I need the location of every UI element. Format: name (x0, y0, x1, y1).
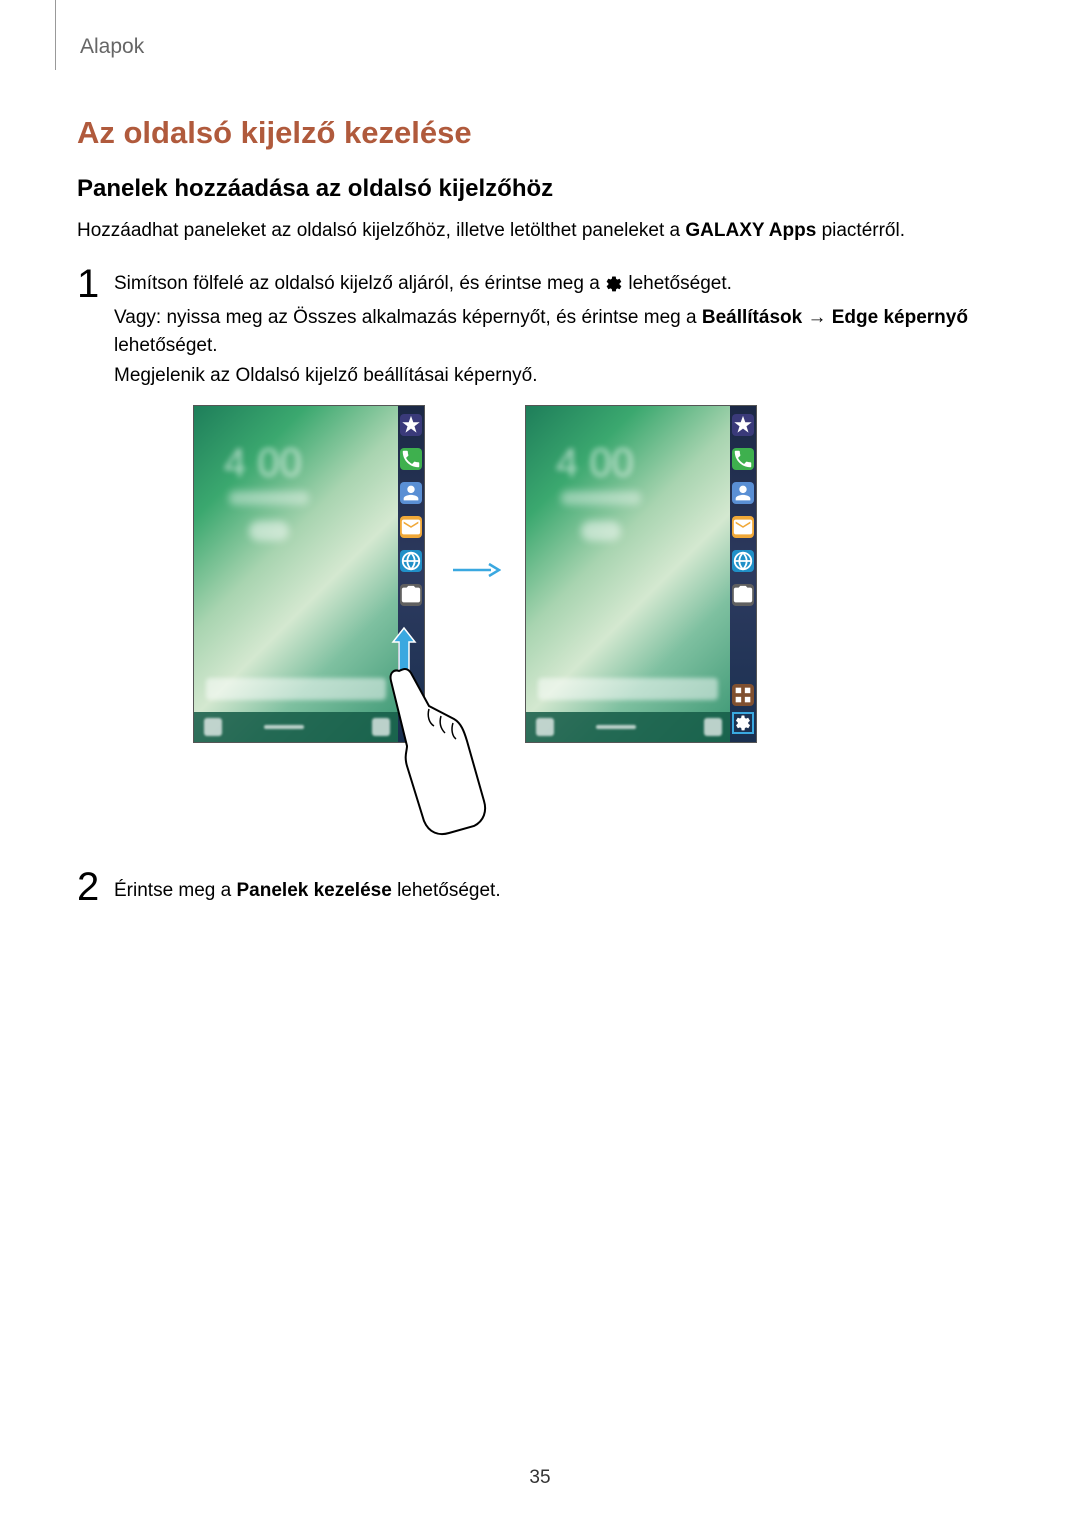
page-title: Az oldalsó kijelző kezelése (77, 115, 472, 151)
edge-panel-right (730, 406, 756, 742)
gear-highlight-box (732, 712, 754, 734)
edge-panel-icon (732, 584, 754, 606)
edge-panel-icon (400, 516, 422, 538)
gear-icon (734, 714, 752, 732)
phone-screenshot-left: 4 00 (193, 405, 425, 743)
transition-arrow-icon (451, 560, 501, 580)
nav-apps-icon (704, 718, 722, 736)
step1-line2-a: Vagy: nyissa meg az Összes alkalmazás ké… (114, 307, 702, 328)
step1-line1: Simítson fölfelé az oldalsó kijelző aljá… (114, 270, 994, 298)
step2-text-bold: Panelek kezelése (237, 880, 392, 901)
date-blur (561, 491, 641, 505)
bottom-nav (526, 712, 732, 742)
clock-display: 4 00 (224, 441, 302, 486)
intro-text-part2: piactérről. (816, 220, 905, 241)
edge-panel-icon (732, 684, 754, 706)
weather-blur (581, 521, 621, 541)
edge-panel-icon (400, 414, 422, 436)
breadcrumb-header: Alapok (80, 35, 144, 59)
step2-text-a: Érintse meg a (114, 880, 237, 901)
search-bar-blur (206, 678, 386, 700)
step-1-number: 1 (77, 262, 107, 307)
gear-icon (605, 275, 623, 293)
step1-text-b: lehetőséget. (623, 273, 732, 294)
bottom-nav (194, 712, 400, 742)
step-number-2: 2 (77, 865, 107, 910)
intro-bold-galaxy: GALAXY Apps (685, 220, 816, 241)
clock-display: 4 00 (556, 441, 634, 486)
edge-panel-icon (400, 482, 422, 504)
margin-line (55, 0, 56, 70)
step1-line2-bold: Beállítások → Edge képernyő (702, 307, 968, 328)
nav-dots (264, 725, 304, 729)
illustration-container: 4 00 4 00 (193, 405, 883, 840)
edge-panel-icon (732, 448, 754, 470)
search-bar-blur (538, 678, 718, 700)
edge-panel-icon (400, 550, 422, 572)
weather-blur (249, 521, 289, 541)
nav-phone-icon (204, 718, 222, 736)
date-blur (229, 491, 309, 505)
phone-screenshot-right: 4 00 (525, 405, 757, 743)
step1-line2-b: lehetőséget. (114, 335, 218, 356)
nav-phone-icon (536, 718, 554, 736)
intro-text-part1: Hozzáadhat paneleket az oldalsó kijelzőh… (77, 220, 685, 241)
nav-dots (596, 725, 636, 729)
edge-panel-icon (732, 414, 754, 436)
edge-panel-icon (732, 516, 754, 538)
step-number-1: 1 (77, 262, 107, 307)
step2-text: Érintse meg a Panelek kezelése lehetőség… (114, 880, 994, 902)
edge-panel-icon (732, 482, 754, 504)
page-number: 35 (529, 1467, 550, 1489)
step2-text-b: lehetőséget. (392, 880, 501, 901)
step-2-number: 2 (77, 865, 107, 910)
hand-pointer-icon (379, 661, 489, 836)
step1-line2: Vagy: nyissa meg az Összes alkalmazás ké… (114, 304, 994, 359)
edge-panel-icon (400, 584, 422, 606)
section-subtitle: Panelek hozzáadása az oldalsó kijelzőhöz (77, 175, 553, 203)
step1-text-a: Simítson fölfelé az oldalsó kijelző aljá… (114, 273, 605, 294)
edge-panel-icon (732, 550, 754, 572)
edge-panel-icon (400, 448, 422, 470)
intro-paragraph: Hozzáadhat paneleket az oldalsó kijelzőh… (77, 218, 905, 245)
step1-line3: Megjelenik az Oldalsó kijelző beállítása… (114, 362, 994, 390)
